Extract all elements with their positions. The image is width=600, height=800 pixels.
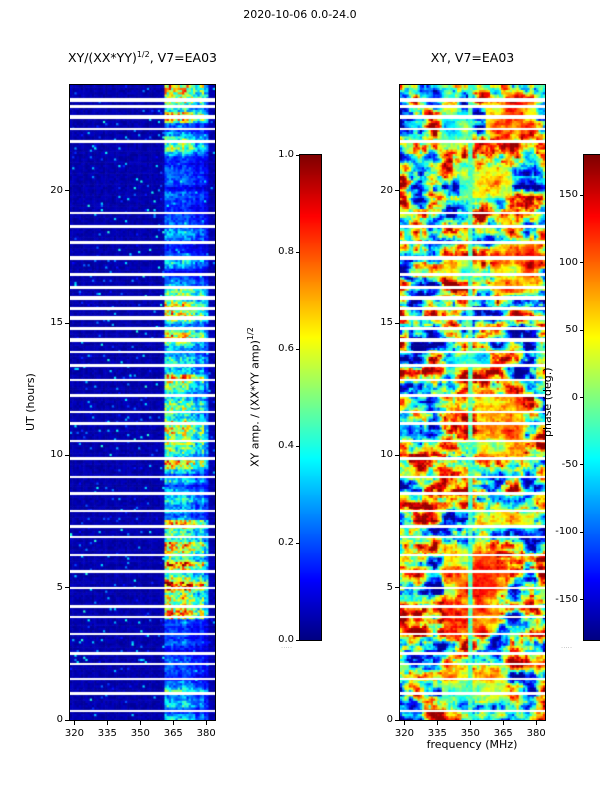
- right-panel-title: XY, V7=EA03: [430, 50, 515, 65]
- right-colorbar-tick-mark: [580, 599, 583, 601]
- left-panel-y-tick-mark: [65, 190, 69, 192]
- left-colorbar-tick-mark: [296, 542, 299, 544]
- left-colorbar-tick-label: 1.0: [278, 149, 294, 160]
- right-panel-x-tick-label: 320: [394, 728, 414, 739]
- right-colorbar-tick-label: 0: [571, 391, 578, 403]
- left-colorbar-tick-mark: [296, 639, 299, 641]
- left-panel-x-tick-label: 365: [163, 728, 183, 739]
- right-panel-y-tick-label: 0: [386, 714, 393, 725]
- left-panel-title-superscript: 1/2: [136, 50, 150, 59]
- left-panel-x-tick-label: 320: [64, 728, 84, 739]
- right-colorbar: [583, 154, 600, 641]
- left-panel-y-tick-label: 10: [50, 449, 63, 461]
- right-panel-x-tick-mark: [469, 721, 471, 725]
- left-panel-title-rest: , V7=EA03: [149, 50, 217, 66]
- left-colorbar-label-superscript: 1/2: [246, 327, 255, 341]
- right-panel-y-tick-label: 10: [380, 449, 393, 461]
- left-panel-x-tick-mark: [205, 721, 207, 725]
- right-colorbar-tick-mark: [580, 194, 583, 196]
- left-panel-title: XY/(XX*YY)1/2, V7=EA03: [30, 50, 255, 65]
- left-colorbar-canvas: [300, 155, 321, 640]
- right-colorbar-tick-label: -50: [561, 458, 578, 470]
- right-panel-y-tick-label: 15: [380, 317, 393, 329]
- left-colorbar-tick-mark: [296, 445, 299, 447]
- left-panel-y-tick-mark: [65, 322, 69, 324]
- right-panel-y-tick-mark: [395, 190, 399, 192]
- right-panel-y-tick-mark: [395, 719, 399, 721]
- right-colorbar-tick-mark: [580, 531, 583, 533]
- figure-title: 2020-10-06 0.0-24.0: [243, 8, 357, 21]
- left-panel-ylabel: UT (hours): [24, 373, 37, 432]
- right-colorbar-tick-label: 150: [558, 189, 578, 201]
- right-panel-x-tick-label: 350: [460, 728, 480, 739]
- right-panel-y-tick-label: 20: [380, 184, 393, 196]
- left-panel-y-tick-label: 15: [50, 317, 63, 329]
- left-panel-x-tick-label: 350: [130, 728, 150, 739]
- right-panel-y-tick-mark: [395, 454, 399, 456]
- right-panel-x-tick-mark: [502, 721, 504, 725]
- right-colorbar-tick-label: -100: [555, 526, 578, 538]
- left-panel-y-tick-mark: [65, 719, 69, 721]
- left-panel-y-tick-label: 0: [56, 714, 63, 725]
- right-panel-x-tick-label: 335: [427, 728, 447, 739]
- left-colorbar: [299, 154, 322, 641]
- left-panel-x-tick-mark: [139, 721, 141, 725]
- left-panel-x-tick-mark: [73, 721, 75, 725]
- right-colorbar-tick-label: -150: [555, 593, 578, 605]
- left-panel-y-tick-mark: [65, 454, 69, 456]
- right-panel-xlabel: frequency (MHz): [426, 738, 518, 751]
- left-panel-x-tick-mark: [172, 721, 174, 725]
- right-panel-x-tick-label: 365: [493, 728, 513, 739]
- left-colorbar-tick-label: 0.6: [278, 343, 294, 354]
- left-heatmap-panel: [69, 84, 216, 721]
- left-panel-title-base: XY/(XX*YY): [68, 50, 137, 66]
- right-colorbar-micro-text: ·····: [561, 645, 573, 650]
- left-colorbar-tick-label: 0.4: [278, 440, 294, 451]
- left-colorbar-tick-mark: [296, 154, 299, 156]
- left-colorbar-tick-mark: [296, 251, 299, 253]
- left-colorbar-tick-mark: [296, 348, 299, 350]
- right-colorbar-tick-mark: [580, 262, 583, 264]
- left-panel-y-tick-mark: [65, 587, 69, 589]
- left-panel-y-tick-label: 20: [50, 184, 63, 196]
- right-colorbar-tick-mark: [580, 329, 583, 331]
- right-panel-x-tick-mark: [403, 721, 405, 725]
- left-panel-x-tick-mark: [106, 721, 108, 725]
- left-panel-y-tick-label: 5: [56, 581, 63, 593]
- left-panel-x-tick-label: 335: [97, 728, 117, 739]
- right-colorbar-tick-mark: [580, 397, 583, 398]
- right-panel-x-tick-mark: [535, 721, 537, 725]
- left-colorbar-micro-text: ·····: [281, 645, 293, 650]
- right-colorbar-tick-mark: [580, 464, 583, 466]
- right-colorbar-canvas: [584, 155, 600, 640]
- left-colorbar-tick-label: 0.2: [278, 537, 294, 548]
- right-heatmap-panel: [399, 84, 546, 721]
- left-panel-x-tick-label: 380: [196, 728, 216, 739]
- right-panel-y-tick-label: 5: [386, 581, 393, 593]
- left-colorbar-label: XY amp. / (XX*YY amp)1/2: [246, 155, 262, 640]
- left-colorbar-tick-label: 0.8: [278, 246, 294, 257]
- right-panel-y-tick-mark: [395, 322, 399, 324]
- left-heatmap-canvas: [70, 85, 215, 720]
- right-colorbar-tick-label: 100: [558, 256, 578, 268]
- right-colorbar-tick-label: 50: [565, 324, 578, 336]
- right-panel-x-tick-label: 380: [526, 728, 546, 739]
- right-panel-x-tick-mark: [436, 721, 438, 725]
- right-heatmap-canvas: [400, 85, 545, 720]
- left-colorbar-tick-label: 0.0: [278, 634, 294, 645]
- right-panel-y-tick-mark: [395, 587, 399, 589]
